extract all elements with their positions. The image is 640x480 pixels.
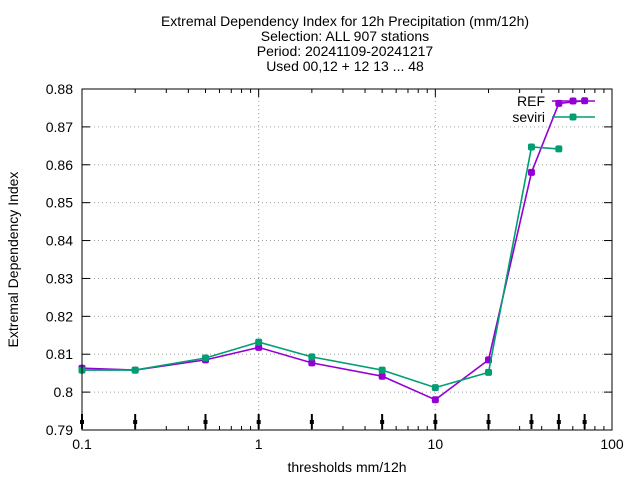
data-point-seviri — [308, 353, 316, 361]
y-tick-label: 0.82 — [46, 308, 73, 324]
data-point-seviri — [255, 338, 263, 346]
y-tick-label: 0.86 — [46, 157, 73, 173]
title-line-1: Selection: ALL 907 stations — [261, 28, 429, 44]
y-tick-label: 0.84 — [46, 233, 73, 249]
threshold-markers — [80, 414, 587, 429]
data-point-seviri — [201, 354, 209, 362]
y-tick-label: 0.85 — [46, 195, 73, 211]
legend-marker-REF — [569, 97, 577, 105]
axis-ticks: 0.79 0.8 0.81 0.82 0.83 0.84 0.85 0.86 0.87 0.88 0… — [46, 81, 624, 452]
y-tick-label: 0.79 — [46, 422, 73, 438]
threshold-marker-dot — [309, 420, 314, 424]
threshold-marker-dot — [582, 420, 587, 424]
data-point-seviri — [131, 366, 139, 374]
data-point-REF — [308, 359, 316, 367]
data-point-seviri — [378, 366, 386, 374]
data-point-seviri — [555, 145, 563, 153]
legend-marker-seviri — [569, 113, 577, 121]
data-point-REF — [255, 343, 263, 351]
title-line-2: Period: 20241109-20241217 — [257, 43, 434, 59]
y-axis-label: Extremal Dependency Index — [5, 172, 21, 348]
y-tick-label: 0.87 — [46, 119, 73, 135]
x-tick-label: 100 — [600, 436, 624, 452]
threshold-marker-dot — [256, 420, 261, 424]
data-point-seviri — [431, 384, 439, 392]
threshold-marker-dot — [486, 420, 491, 424]
title-line-0: Extremal Dependency Index for 12h Precip… — [161, 13, 529, 29]
data-point-REF — [527, 168, 535, 176]
x-tick-label: 1 — [255, 436, 263, 452]
x-tick-label: 10 — [428, 436, 444, 452]
x-axis-label: thresholds mm/12h — [287, 459, 406, 475]
data-point-REF — [431, 396, 439, 404]
threshold-marker-dot — [556, 420, 561, 424]
threshold-marker-dot — [380, 420, 385, 424]
threshold-marker-dot — [433, 420, 438, 424]
data-point-seviri — [527, 143, 535, 151]
legend-label-REF: REF — [517, 93, 545, 109]
chart-title: Extremal Dependency Index for 12h Precip… — [161, 13, 529, 74]
threshold-marker-dot — [203, 420, 208, 424]
y-tick-label: 0.83 — [46, 270, 73, 286]
plot-frame — [81, 88, 613, 431]
y-tick-label: 0.81 — [46, 346, 73, 362]
data-point-seviri — [485, 368, 493, 376]
x-tick-label: 0.1 — [72, 436, 92, 452]
grid — [82, 89, 612, 430]
title-line-3: Used 00,12 + 12 13 ... 48 — [266, 58, 424, 74]
data-point-REF — [378, 372, 386, 380]
threshold-marker-dot — [133, 420, 138, 424]
legend-label-seviri: seviri — [512, 109, 545, 125]
y-tick-label: 0.88 — [46, 81, 73, 97]
series-lines — [78, 97, 589, 404]
threshold-marker-dot — [529, 420, 534, 424]
series-line-seviri — [82, 146, 559, 389]
y-tick-label: 0.8 — [54, 384, 74, 400]
series-line-REF — [81, 99, 585, 401]
